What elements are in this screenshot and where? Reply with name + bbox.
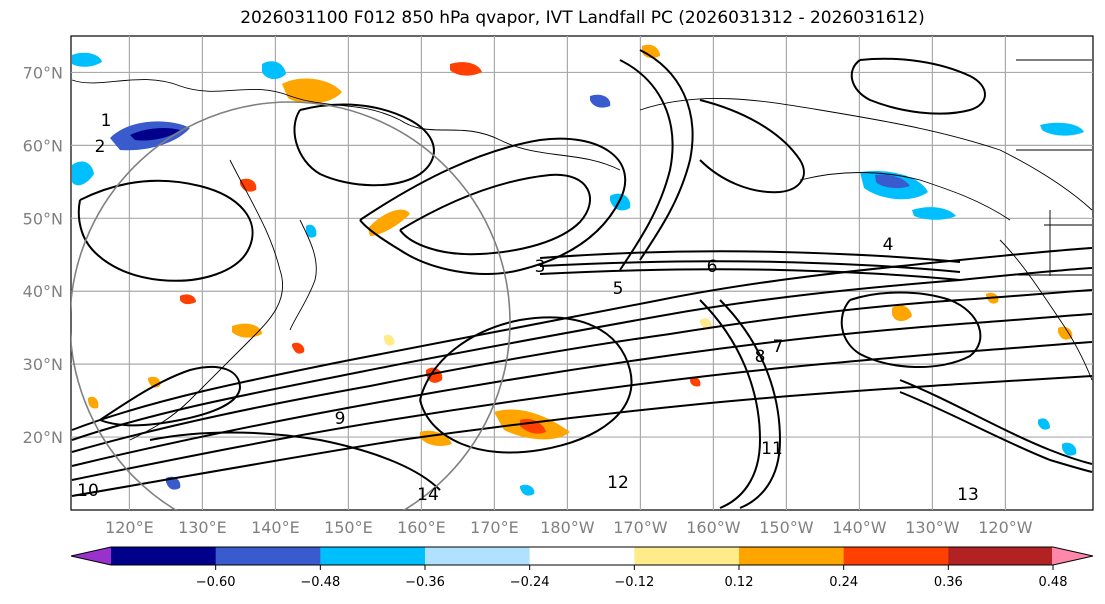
colorbar-extend-high — [1052, 547, 1093, 565]
contour-label: 2 — [95, 137, 106, 157]
latitude-label: 60°N — [23, 136, 63, 155]
colorbar-ticks: −0.60 −0.48 −0.36 −0.24 −0.12 0.12 0.24 0.36 0.4… — [196, 565, 1068, 590]
colorbar-tick-label: −0.12 — [614, 575, 654, 590]
latitude-label: 30°N — [23, 355, 63, 374]
colorbar-tick-label: −0.60 — [196, 575, 236, 590]
contour-label: 3 — [535, 257, 546, 277]
colorbar-tick-label: −0.24 — [510, 575, 550, 590]
longitude-label: 180°W — [540, 518, 595, 537]
colorbar-segment — [948, 547, 1054, 565]
colorbar-segment — [843, 547, 949, 565]
colorbar-segment — [111, 547, 217, 565]
colorbar-tick-label: −0.48 — [300, 575, 340, 590]
contour-label: 14 — [417, 485, 439, 505]
colorbar-outline — [70, 546, 1094, 566]
longitude-label: 130°E — [178, 518, 227, 537]
longitude-label: 140°E — [251, 518, 300, 537]
colorbar-segment — [739, 547, 845, 565]
longitude-label: 120°E — [105, 518, 154, 537]
contour-label: 5 — [613, 279, 624, 299]
colorbar-tick-label: 0.36 — [934, 575, 963, 590]
colorbar-tick-label: 0.24 — [829, 575, 858, 590]
contour-label: 13 — [957, 485, 979, 505]
latitude-label: 40°N — [23, 282, 63, 301]
contour-label: 7 — [773, 337, 784, 357]
contour-label: 9 — [335, 409, 346, 429]
target-region-circle — [71, 101, 511, 510]
longitude-label: 140°W — [832, 518, 887, 537]
longitude-label: 150°E — [324, 518, 373, 537]
latitude-label: 50°N — [23, 209, 63, 228]
coastlines — [71, 59, 1093, 441]
latitude-labels: 70°N 60°N 50°N 40°N 30°N 20°N — [23, 63, 63, 447]
longitude-label: 120°W — [978, 518, 1033, 537]
longitude-label: 170°W — [613, 518, 668, 537]
longitude-label: 150°W — [759, 518, 814, 537]
colorbar-tick-label: 0.48 — [1039, 575, 1068, 590]
contour-label: 6 — [707, 257, 718, 277]
contour-label: 4 — [883, 235, 894, 255]
longitude-label: 160°W — [686, 518, 741, 537]
contour-label: 12 — [607, 473, 629, 493]
colorbar-tick-label: 0.12 — [725, 575, 754, 590]
colorbar-extend-low — [71, 547, 112, 565]
longitude-label: 130°W — [905, 518, 960, 537]
colorbar-segment — [320, 547, 426, 565]
latitude-label: 70°N — [23, 63, 63, 82]
longitude-labels: 120°E 130°E 140°E 150°E 160°E 170°E 180°W 170°W… — [105, 518, 1033, 537]
map-title: 2026031100 F012 850 hPa qvapor, IVT Land… — [240, 8, 925, 28]
contour-label: 10 — [77, 481, 99, 501]
colorbar-segment — [634, 547, 740, 565]
colorbar-segment — [529, 547, 635, 565]
colorbar — [70, 546, 1094, 566]
contour-label: 11 — [761, 439, 783, 459]
contour-label: 1 — [101, 111, 112, 131]
contour-label: 8 — [755, 347, 766, 367]
longitude-label: 160°E — [397, 518, 446, 537]
ivt-contours — [71, 49, 1093, 509]
latitude-label: 20°N — [23, 428, 63, 447]
colorbar-segment — [425, 547, 531, 565]
colorbar-tick-label: −0.36 — [405, 575, 445, 590]
longitude-label: 170°E — [470, 518, 519, 537]
colorbar-segment — [215, 547, 321, 565]
